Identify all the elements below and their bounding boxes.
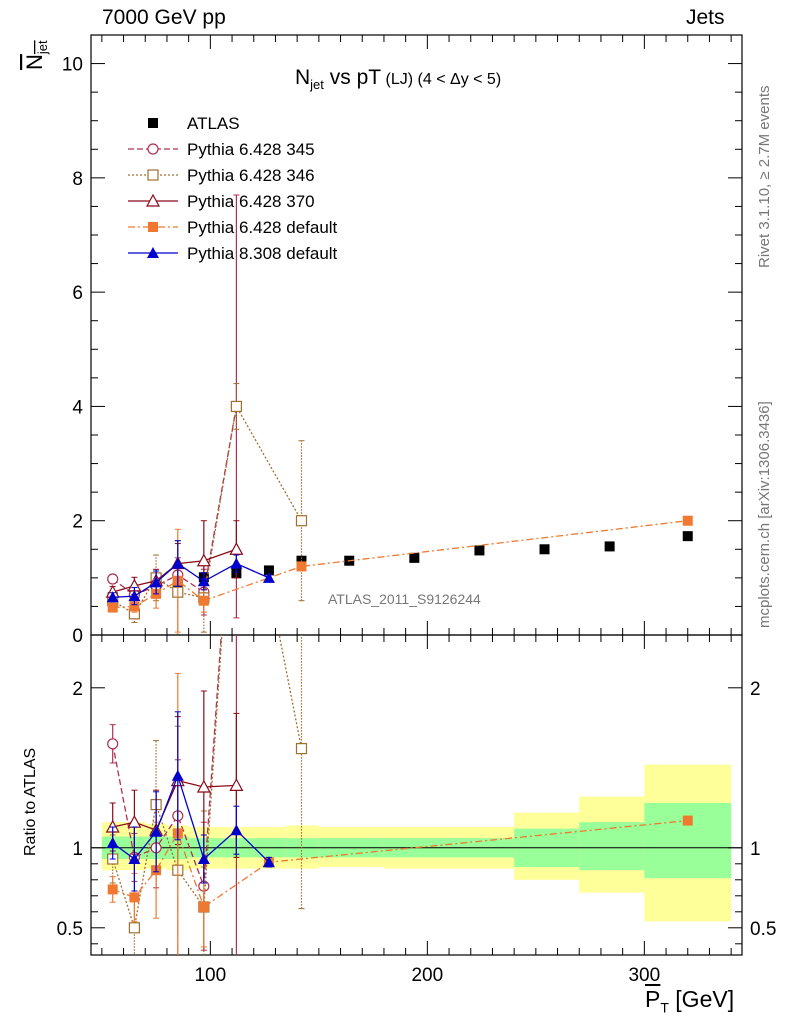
ratio-frame [90,634,743,956]
ratio-point [150,825,163,837]
xlabel-unit: [GeV] [668,986,735,1012]
main-point [129,601,140,612]
header-left: 7000 GeV pp [102,6,226,29]
main-point [295,515,308,527]
x-axis-label: PT [GeV] [645,986,734,1016]
header-right: Jets [686,6,725,29]
title-n: N [295,66,311,89]
ratio-point [262,856,275,868]
ratio-point [295,742,308,755]
main-point [107,573,119,585]
xlabel-symbol: P [645,986,661,1012]
x-tick-label: 100 [194,965,226,986]
legend-label: Pythia 6.428 370 [187,192,315,211]
main-title: Njet vs pT (LJ) (4 < Δy < 5) [295,66,501,92]
main-point [106,591,119,603]
ratio-point [197,853,210,864]
band-green-13 [644,803,732,879]
legend-label: ATLAS [187,114,240,133]
ratio-point [682,815,693,826]
legend-marker [147,247,159,258]
main-point [107,602,118,613]
ratio-point [230,824,243,836]
legend-marker [148,222,158,232]
ratio-y-tick-label-right: 2 [750,679,761,700]
ratio-series-4 [106,711,275,892]
ratio-y-tick-label-right: 1 [750,839,761,860]
band-green-12 [579,822,645,871]
ratio-point [107,738,119,750]
main-series-4 [107,515,693,633]
legend-marker [145,193,161,207]
main-point [171,557,184,569]
ratio-point [196,779,211,793]
legend-label: Pythia 6.428 346 [187,166,315,185]
rivet-label: Rivet 3.1.10, ≥ 2.7M events [756,85,773,269]
analysis-tag: ATLAS_2011_S9126244 [328,591,481,607]
ylabel-sub: jet [35,40,50,55]
main-y-tick-label: 4 [72,397,83,418]
ratio-point [229,778,244,792]
legend-marker [147,143,159,155]
ratio-series-line [112,635,222,887]
main-y-tick-label: 6 [72,283,83,304]
ratio-point [198,902,209,912]
ratio-point [127,814,142,828]
ratio-y-tick-label: 0.5 [57,919,83,940]
main-point [229,542,244,555]
x-tick-label: 300 [628,965,660,986]
main-point [263,565,274,576]
legend-marker [148,118,158,128]
ratio-y-tick-label-right: 0.5 [750,919,776,940]
main-y-tick-label: 10 [62,55,83,76]
mcplots-label: mcplots.cern.ch [arXiv:1306.3436] [756,401,773,628]
x-tick-label: 200 [411,965,443,986]
main-point [196,553,211,567]
ratio-point [128,922,140,934]
legend-label: Pythia 8.308 default [187,244,338,263]
ratio-point [128,853,141,864]
main-y-axis-label: Njet [22,40,50,70]
main-point [230,400,242,413]
ratio-y-tick-label: 1 [72,839,83,860]
main-y-tick-label: 0 [72,626,83,647]
legend-label: Pythia 6.428 345 [187,140,315,159]
ratio-point [171,769,184,781]
main-y-tick-label: 2 [72,512,83,533]
ratio-series-1 [107,635,308,955]
ratio-point [129,892,140,903]
ratio-y-tick-label: 2 [72,679,83,700]
title-sub: jet [310,77,324,93]
ratio-point [107,884,118,895]
main-point [262,571,275,583]
main-point [296,561,307,572]
main-point [128,590,141,602]
title-small: (LJ) (4 < Δy < 5) [381,71,502,88]
main-point [604,541,615,552]
ratio-ylabel: Ratio to ATLAS [22,747,39,856]
ratio-point [106,837,119,848]
main-point [230,557,243,569]
main-y-tick-label: 8 [72,169,83,190]
main-point [198,595,209,606]
legend: ATLAS Pythia 6.428 345 Pythia 6.428 346 Pyt… [128,114,338,263]
main-point [682,515,693,526]
ratio-bands [91,764,742,922]
title-mid: vs pT [323,66,382,89]
main-point [409,552,420,563]
xlabel-sub: T [660,999,669,1016]
ylabel-n: N [22,54,47,70]
main-point [197,575,210,587]
legend-marker [147,169,159,181]
main-series-5 [106,540,275,606]
main-point [539,544,550,555]
main-point [150,576,163,588]
main-point [474,545,485,556]
main-point [682,531,693,542]
legend-label: Pythia 6.428 default [187,218,338,237]
